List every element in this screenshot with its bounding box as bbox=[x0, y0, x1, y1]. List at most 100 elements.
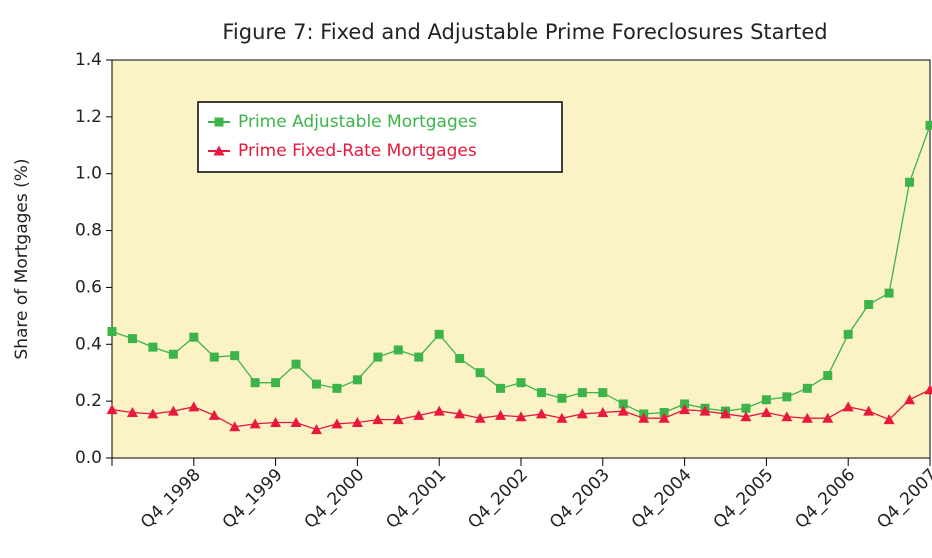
point bbox=[249, 418, 261, 429]
point bbox=[536, 388, 546, 398]
x-tick-label: Q4_1998 bbox=[137, 465, 205, 533]
point bbox=[351, 416, 363, 427]
point bbox=[209, 352, 219, 362]
point bbox=[864, 299, 874, 309]
point bbox=[126, 407, 138, 418]
point bbox=[659, 408, 669, 418]
point bbox=[332, 383, 342, 393]
point bbox=[352, 375, 362, 385]
point bbox=[802, 383, 812, 393]
point bbox=[516, 378, 526, 388]
point bbox=[290, 416, 302, 427]
x-tick-label: Q4_2005 bbox=[710, 465, 778, 533]
x-tick-label: Q4_2004 bbox=[628, 465, 696, 533]
point bbox=[372, 414, 384, 425]
point bbox=[740, 411, 752, 422]
point bbox=[229, 421, 241, 432]
point bbox=[454, 408, 466, 419]
y-tick-label: 0.0 bbox=[75, 448, 102, 468]
y-tick-label: 1.4 bbox=[75, 50, 102, 70]
x-tick-label: Q4_2001 bbox=[382, 465, 450, 533]
x-tick-label: Q4_2006 bbox=[791, 465, 859, 533]
point bbox=[925, 120, 932, 130]
y-tick-label: 1.2 bbox=[75, 107, 102, 127]
legend-box bbox=[197, 101, 563, 173]
point bbox=[761, 395, 771, 405]
point bbox=[188, 401, 200, 412]
point bbox=[863, 405, 875, 416]
point bbox=[741, 403, 751, 413]
point bbox=[904, 394, 916, 405]
point bbox=[270, 416, 282, 427]
point bbox=[414, 352, 424, 362]
point bbox=[905, 177, 915, 187]
chart-title: Figure 7: Fixed and Adjustable Prime For… bbox=[222, 20, 827, 44]
point bbox=[557, 393, 567, 403]
point bbox=[434, 329, 444, 339]
point bbox=[576, 408, 588, 419]
point bbox=[556, 412, 568, 423]
point bbox=[577, 388, 587, 398]
point bbox=[433, 405, 445, 416]
point bbox=[214, 117, 224, 127]
point bbox=[617, 405, 629, 416]
point bbox=[311, 424, 322, 435]
point bbox=[515, 411, 527, 422]
point bbox=[801, 412, 813, 423]
point bbox=[455, 354, 465, 363]
point bbox=[413, 409, 425, 420]
point bbox=[208, 409, 220, 420]
point bbox=[680, 399, 690, 409]
x-tick-label: Q4_2007 bbox=[873, 465, 932, 533]
y-tick-label: 0.4 bbox=[75, 334, 102, 354]
y-tick-label: 0.8 bbox=[75, 221, 102, 241]
point bbox=[720, 408, 731, 419]
point bbox=[884, 288, 894, 298]
point bbox=[699, 405, 711, 416]
x-tick-label: Q4_2003 bbox=[546, 465, 614, 533]
y-axis-label: Share of Mortgages (%) bbox=[12, 158, 32, 359]
point bbox=[312, 379, 321, 389]
point bbox=[168, 349, 178, 359]
y-tick-label: 0.2 bbox=[75, 391, 102, 411]
point bbox=[291, 359, 301, 369]
point bbox=[638, 412, 650, 423]
point bbox=[250, 378, 260, 388]
point bbox=[781, 411, 793, 422]
point bbox=[167, 405, 179, 416]
point bbox=[189, 332, 199, 342]
point bbox=[393, 345, 403, 355]
point bbox=[475, 368, 485, 378]
legend-label: Prime Fixed-Rate Mortgages bbox=[238, 141, 477, 161]
point bbox=[822, 412, 834, 423]
point bbox=[598, 388, 608, 398]
point bbox=[883, 414, 895, 425]
y-tick-label: 1.0 bbox=[75, 164, 102, 184]
point bbox=[147, 408, 159, 419]
point bbox=[679, 404, 691, 415]
point bbox=[782, 392, 792, 402]
point bbox=[535, 408, 547, 419]
point bbox=[496, 383, 506, 393]
point bbox=[230, 351, 240, 361]
point bbox=[213, 145, 225, 156]
point bbox=[823, 371, 833, 381]
point bbox=[760, 407, 772, 418]
point bbox=[618, 399, 628, 409]
point bbox=[474, 412, 486, 423]
x-tick-label: Q4_2000 bbox=[301, 465, 369, 533]
point bbox=[495, 409, 507, 420]
point bbox=[148, 342, 158, 352]
point bbox=[271, 378, 281, 388]
point bbox=[373, 352, 383, 362]
point bbox=[392, 414, 404, 425]
legend-label: Prime Adjustable Mortgages bbox=[238, 112, 477, 132]
point bbox=[843, 329, 853, 339]
point bbox=[658, 412, 670, 423]
point bbox=[127, 334, 137, 344]
point bbox=[107, 326, 117, 336]
point bbox=[106, 404, 118, 415]
point bbox=[842, 401, 854, 412]
point bbox=[331, 418, 343, 429]
